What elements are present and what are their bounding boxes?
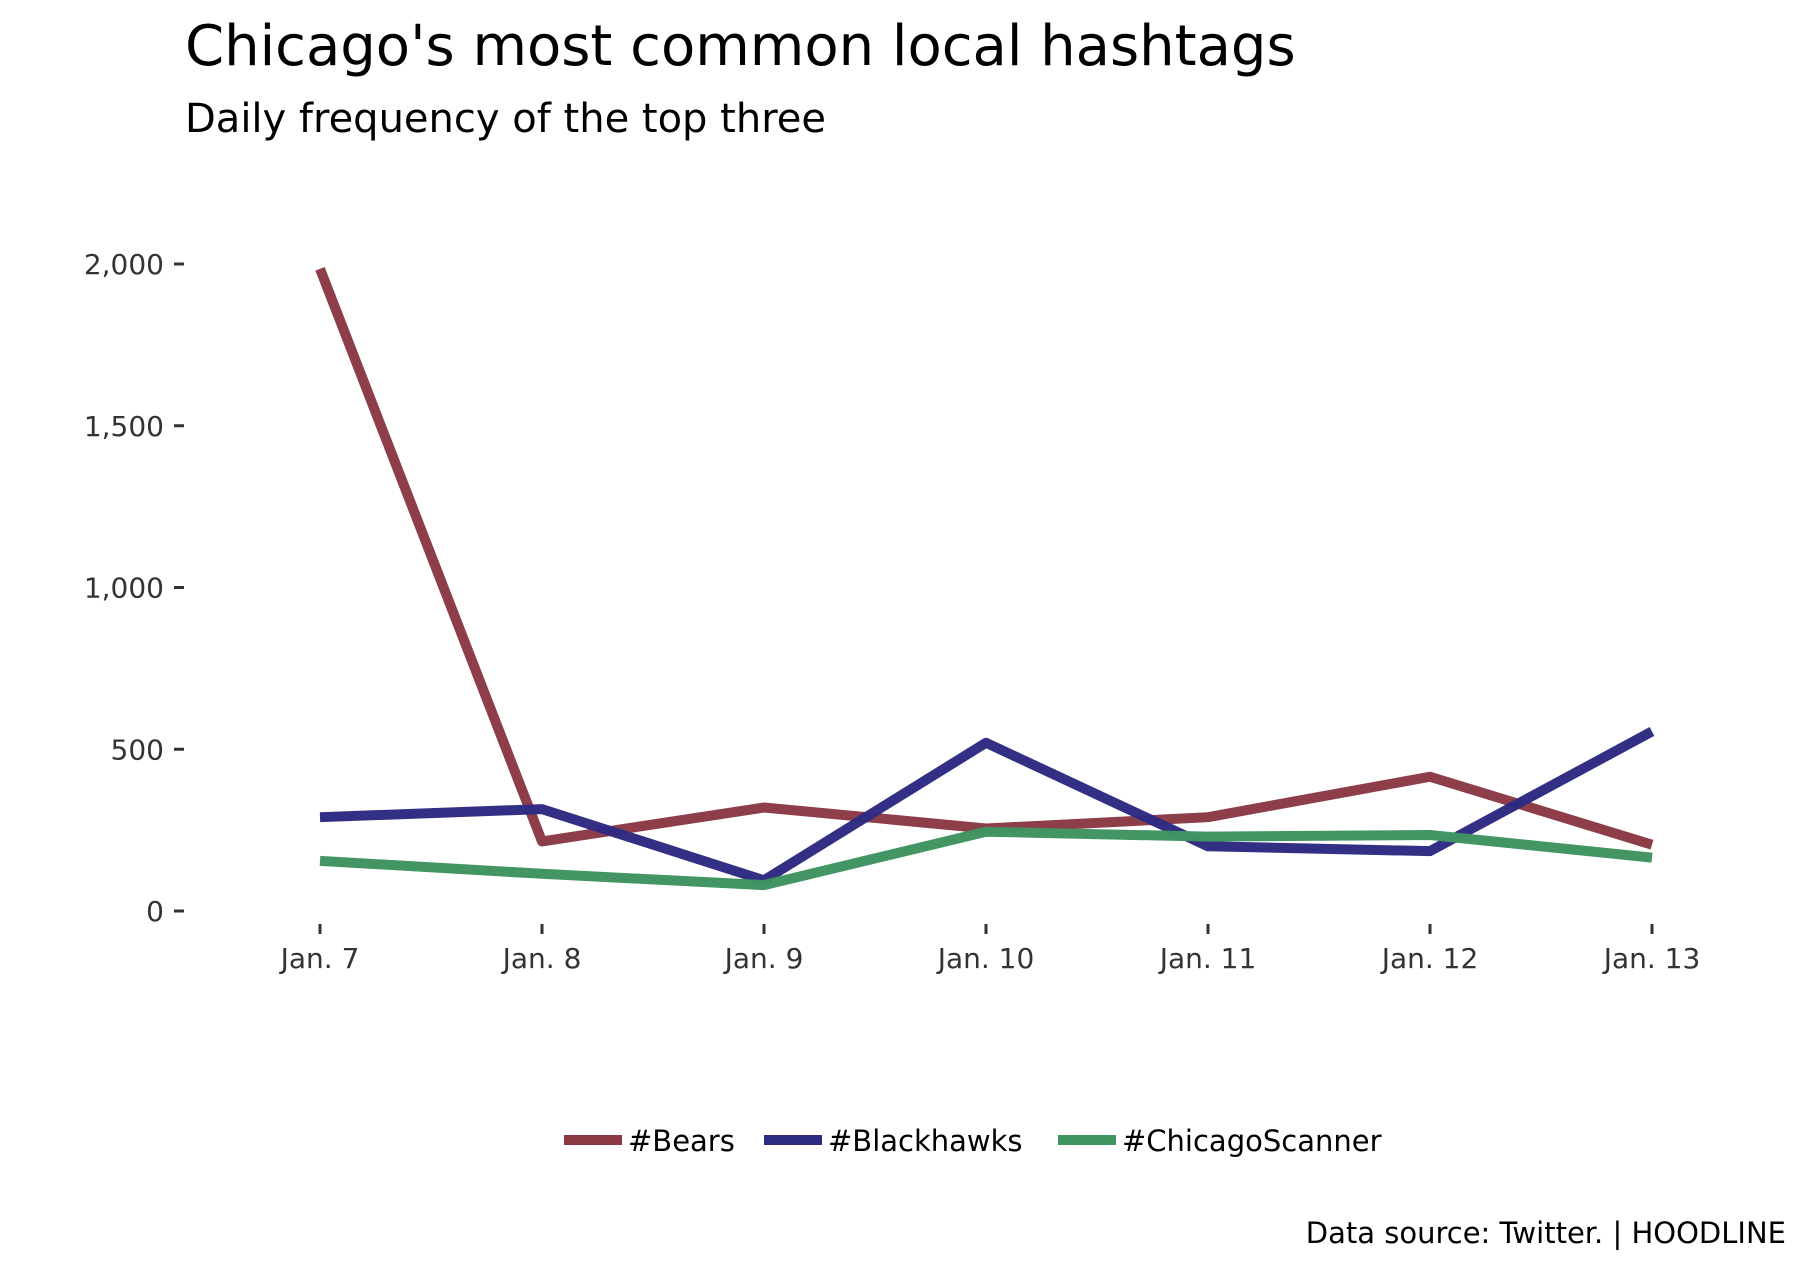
y-tick-label: 500 <box>111 733 164 766</box>
y-tick-label: 2,000 <box>84 248 164 281</box>
y-axis: 0 500 1,000 1,500 2,000 <box>84 248 184 928</box>
x-tick-label: Jan. 11 <box>1158 942 1257 975</box>
series-line-chicagoscanner <box>320 832 1652 885</box>
series-line-blackhawks <box>320 731 1652 880</box>
x-tick-label: Jan. 13 <box>1602 942 1701 975</box>
x-tick-label: Jan. 8 <box>501 942 582 975</box>
x-tick-label: Jan. 7 <box>279 942 360 975</box>
y-tick-label: 1,500 <box>84 410 164 443</box>
x-tick-label: Jan. 12 <box>1380 942 1479 975</box>
y-tick-label: 0 <box>146 895 164 928</box>
x-tick-label: Jan. 10 <box>936 942 1035 975</box>
legend-label: #Bears <box>628 1124 735 1158</box>
legend-label: #Blackhawks <box>828 1124 1023 1158</box>
legend: #Bears #Blackhawks #ChicagoScanner <box>564 1124 1382 1158</box>
x-tick-label: Jan. 9 <box>723 942 804 975</box>
y-tick-label: 1,000 <box>84 572 164 605</box>
x-axis: Jan. 7 Jan. 8 Jan. 9 Jan. 10 Jan. 11 Jan. 12 J… <box>279 924 1701 975</box>
series-lines <box>320 269 1652 885</box>
data-source-caption: Data source: Twitter. | HOODLINE <box>1306 1216 1786 1250</box>
series-line-bears <box>320 269 1652 845</box>
legend-label: #ChicagoScanner <box>1122 1124 1382 1158</box>
